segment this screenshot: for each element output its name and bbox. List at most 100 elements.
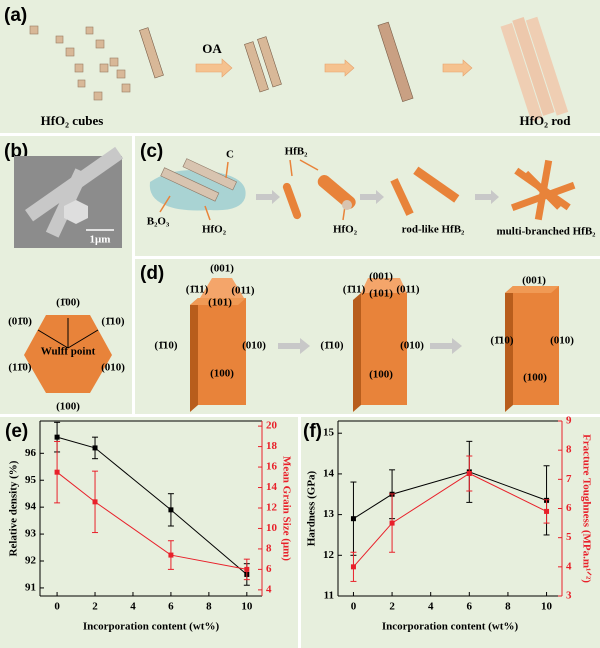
x-axis-label: Incorporation content (wt%) xyxy=(382,621,519,633)
series-line xyxy=(56,471,247,570)
x-tick-label: 8 xyxy=(505,601,511,613)
carbon-label: C xyxy=(226,149,234,161)
y2-tick-label: 3 xyxy=(566,590,572,602)
data-point xyxy=(244,566,250,572)
scale-label: 1μm xyxy=(90,234,111,246)
panel-e-bg xyxy=(0,417,298,648)
facet-label: (1̄10) xyxy=(154,340,178,352)
data-point xyxy=(54,469,60,475)
branched-hfb2 xyxy=(510,159,576,221)
y-tick-label: 94 xyxy=(25,501,37,513)
cubes xyxy=(29,25,131,101)
data-point xyxy=(168,507,174,513)
y2-tick-label: 8 xyxy=(566,444,572,456)
y-tick-label: 93 xyxy=(25,528,37,540)
hfo2-label: HfO₂ xyxy=(202,224,227,236)
oa-label: OA xyxy=(202,41,222,56)
data-point xyxy=(350,516,356,522)
rod-3 xyxy=(505,286,559,412)
panel-label: (c) xyxy=(140,141,163,162)
arrow xyxy=(430,338,462,354)
facet-label: (11̄0) xyxy=(8,362,32,374)
data-point xyxy=(92,499,98,505)
y2-axis-label: Fracture Toughness (MPa.m¹ᐟ²) xyxy=(580,434,592,583)
y2-tick-label: 14 xyxy=(266,481,278,493)
y2-tick-label: 4 xyxy=(566,560,572,572)
y-axis-label: Hardness (GPa) xyxy=(306,470,318,546)
y2-tick-label: 6 xyxy=(566,502,572,514)
facet-label: (100) xyxy=(523,372,547,384)
data-point xyxy=(54,434,60,440)
facet-label: (1̄00) xyxy=(56,297,80,309)
y-tick-label: 91 xyxy=(25,581,36,593)
data-point xyxy=(466,471,472,476)
facet-label: (1̄11) xyxy=(343,284,366,296)
arrow xyxy=(278,338,310,354)
y-tick-label: 96 xyxy=(25,447,37,459)
y2-tick-label: 8 xyxy=(266,542,272,554)
y2-axis-label: Mean Grain Size (μm) xyxy=(280,456,292,561)
facet-label: (010) xyxy=(242,340,266,352)
y2-tick-label: 10 xyxy=(266,522,278,534)
facet-label: (101) xyxy=(369,288,393,300)
hfo2-label: HfO₂ xyxy=(333,224,358,236)
rods-a xyxy=(139,16,569,122)
facet-label: (1̄10) xyxy=(490,335,514,347)
x-axis-label: Incorporation content (wt%) xyxy=(83,621,220,633)
data-point xyxy=(168,552,174,558)
x-tick-label: 4 xyxy=(428,601,434,613)
cubes-label: HfO₂ cubes xyxy=(41,113,104,128)
facet-label: (100) xyxy=(56,401,80,413)
y2-tick-label: 18 xyxy=(266,440,278,452)
x-tick-label: 8 xyxy=(206,601,212,613)
facet-label: (011) xyxy=(231,285,255,297)
x-tick-label: 2 xyxy=(389,601,395,613)
facet-label: (011) xyxy=(396,284,420,296)
charts: 0 2 4 6 8 10919293949596468101214161820(e)Inc… xyxy=(5,415,592,633)
y-axis-label: Relative density (%) xyxy=(8,460,20,556)
x-tick-label: 0 xyxy=(54,601,60,613)
series-line xyxy=(353,472,547,568)
rod-1 xyxy=(190,278,246,412)
x-tick-label: 10 xyxy=(241,601,253,613)
series-line xyxy=(353,471,547,520)
facet-label: (001) xyxy=(369,271,393,283)
data-point xyxy=(544,508,550,514)
y-tick-label: 92 xyxy=(25,555,37,567)
facet-label: (1̄10) xyxy=(101,316,125,328)
y2-tick-label: 12 xyxy=(266,502,278,514)
y2-tick-label: 16 xyxy=(266,461,278,473)
panel-label: (f) xyxy=(303,421,322,442)
data-point xyxy=(350,564,356,570)
multi-branched-label: multi-branched HfB₂ xyxy=(497,226,597,238)
y-tick-label: 11 xyxy=(324,590,334,602)
hfo2-rods xyxy=(160,158,237,202)
panel-label: (e) xyxy=(5,421,28,442)
arrow xyxy=(360,190,384,204)
x-tick-label: 0 xyxy=(351,601,357,613)
rod-label: HfO₂ rod xyxy=(520,113,572,128)
x-tick-label: 2 xyxy=(92,601,98,613)
y2-tick-label: 20 xyxy=(266,420,278,432)
panel-label: (d) xyxy=(140,263,164,284)
facet-label: (010) xyxy=(550,335,574,347)
y-tick-label: 95 xyxy=(25,474,37,486)
series-line xyxy=(56,436,248,575)
facet-label: (010) xyxy=(101,362,125,374)
facet-label: (100) xyxy=(369,369,393,381)
hfo2-core xyxy=(342,200,352,210)
facet-label: (001) xyxy=(522,275,546,287)
hfb2-rod xyxy=(413,166,460,203)
wulff-label: Wulff point xyxy=(41,346,96,358)
arrow xyxy=(256,190,280,204)
x-tick-label: 4 xyxy=(130,601,136,613)
rod-2 xyxy=(353,278,407,412)
facet-label: (01̄0) xyxy=(8,316,32,328)
y2-tick-label: 5 xyxy=(566,531,572,543)
panel-label: (a) xyxy=(4,5,27,26)
facet-label: (010) xyxy=(400,340,424,352)
facet-label: (101) xyxy=(208,297,232,309)
data-point xyxy=(92,445,98,451)
data-point xyxy=(389,520,395,526)
